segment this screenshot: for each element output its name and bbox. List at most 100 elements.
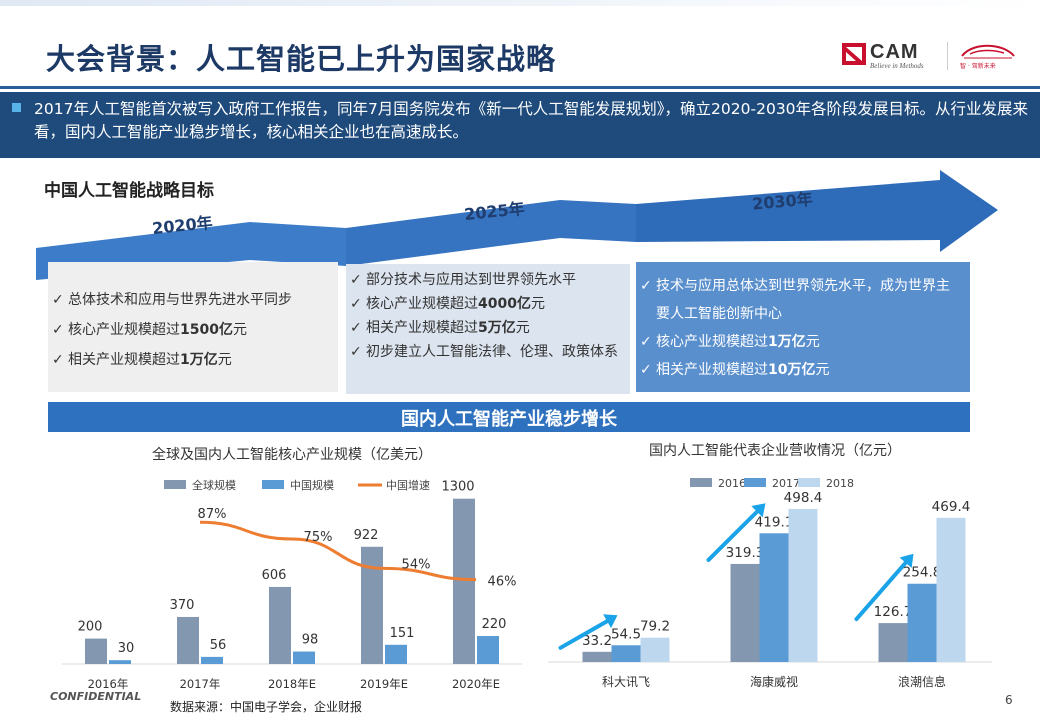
bar-global: [453, 498, 475, 664]
bar-china: [201, 656, 223, 664]
arrow-segment-2025: [346, 200, 636, 266]
data-label: 54.5: [611, 626, 641, 642]
legend-growth-label: 中国增速: [386, 478, 430, 492]
logo-divider: [947, 42, 948, 70]
trend-arrow-shaft: [706, 509, 759, 562]
data-label: 370: [170, 598, 195, 613]
data-label: 30: [118, 641, 135, 656]
goal-item: ✓ 初步建立人工智能法律、伦理、政策体系: [346, 340, 630, 364]
growth-banner-text: 国内人工智能产业稳步增长: [401, 409, 617, 430]
cam-logo-mark-icon: [842, 43, 866, 65]
data-label: 606: [262, 568, 287, 583]
trend-arrow-shaft: [558, 619, 610, 650]
confidential-mark: CONFIDENTIAL: [50, 690, 142, 703]
x-tick-label: 2019年E: [360, 677, 408, 691]
bar-2017: [907, 583, 937, 662]
bar-china: [109, 660, 131, 664]
goal-item: ✓ 相关产业规模超过5万亿元: [346, 316, 630, 340]
bar-china: [385, 644, 407, 664]
page-number: 6: [1005, 693, 1013, 707]
goal-item: ✓ 技术与应用总体达到世界领先水平，成为世界主要人工智能创新中心: [636, 272, 970, 328]
industry-scale-chart: 全球及国内人工智能核心产业规模（亿美元） 全球规模 中国规模 中国增速 200 30 20…: [52, 440, 532, 700]
goal-item: ✓ 核心产业规模超过1500亿元: [48, 318, 338, 342]
legend-2017-label: 2017: [772, 477, 800, 490]
goal-item: ✓ 相关产业规模超过1万亿元: [48, 348, 338, 372]
data-label: 33.2: [582, 633, 612, 649]
x-tick-label: 2018年E: [268, 677, 316, 691]
trend-arrow-icon: [603, 614, 618, 629]
legend-2017-swatch: [744, 478, 766, 487]
car-logo: 智 · 驾新未来: [958, 42, 1018, 72]
goal-item: ✓ 核心产业规模超过4000亿元: [346, 292, 630, 316]
growth-banner: 国内人工智能产业稳步增长: [48, 402, 970, 432]
bar-2016: [582, 651, 612, 662]
x-tick-label: 浪潮信息: [898, 674, 946, 689]
data-source: 数据来源：中国电子学会，企业财报: [170, 700, 363, 714]
bar-global: [177, 616, 199, 664]
bar-2016: [878, 623, 908, 662]
check-icon: ✓: [350, 296, 362, 312]
growth-line: [199, 520, 477, 582]
check-icon: ✓: [52, 292, 64, 308]
goal-item: ✓ 总体技术和应用与世界先进水平同步: [48, 288, 338, 312]
data-label: 151: [390, 626, 415, 641]
check-icon: ✓: [350, 272, 362, 288]
arrow-segment-2030: [636, 170, 998, 252]
chart-title: 全球及国内人工智能核心产业规模（亿美元）: [152, 447, 432, 463]
goal-item: ✓ 部分技术与应用达到世界领先水平: [346, 268, 630, 292]
goal-box-2020: ✓ 总体技术和应用与世界先进水平同步 ✓ 核心产业规模超过1500亿元 ✓ 相关产业规…: [48, 262, 338, 392]
bar-2018: [788, 508, 818, 662]
growth-label: 46%: [488, 575, 517, 590]
intro-text: 2017年人工智能首次被写入政府工作报告，同年7月国务院发布《新一代人工智能发展…: [34, 100, 1029, 141]
data-label: 254.8: [903, 565, 942, 581]
legend-china-swatch: [262, 480, 284, 489]
data-label: 200: [78, 620, 103, 635]
x-tick-label: 2017年: [180, 677, 221, 691]
legend-global-swatch: [164, 480, 186, 489]
bar-global: [361, 546, 383, 664]
bar-2018: [640, 637, 670, 662]
top-accent: [0, 0, 1040, 6]
legend-2018-swatch: [798, 478, 820, 487]
check-icon: ✓: [350, 344, 362, 360]
bar-global: [269, 586, 291, 664]
data-label: 98: [302, 633, 319, 648]
legend-2016-swatch: [690, 478, 712, 487]
legend-2016-label: 2016: [718, 477, 746, 490]
data-label: 922: [354, 528, 379, 543]
car-logo-icon: [961, 44, 1015, 59]
car-logo-text: 智 · 驾新未来: [960, 63, 996, 70]
legend-china-label: 中国规模: [290, 478, 334, 492]
growth-label: 87%: [198, 507, 227, 522]
trend-arrow-icon: [899, 553, 914, 569]
legend-2018-label: 2018: [826, 477, 854, 490]
data-label: 79.2: [640, 619, 670, 635]
x-tick-label: 2016年: [88, 677, 129, 691]
data-label: 498.4: [784, 490, 823, 506]
data-label: 319.3: [726, 545, 765, 561]
legend-global-label: 全球规模: [192, 478, 236, 492]
check-icon: ✓: [52, 322, 64, 338]
bar-2018: [936, 517, 966, 662]
data-label: 469.4: [932, 499, 971, 515]
data-label: 126.7: [874, 604, 913, 620]
check-icon: ✓: [640, 362, 652, 378]
check-icon: ✓: [350, 320, 362, 336]
company-revenue-plot: 2016 2017 2018 33.254.579.2 科大讯飞 319.3 419.1 49…: [548, 477, 992, 689]
x-tick-label: 海康威视: [750, 674, 798, 689]
data-label: 419.1: [755, 514, 794, 530]
cam-logo-tagline: Believe in Methods: [870, 62, 924, 70]
strategy-title: 中国人工智能战略目标: [44, 181, 214, 201]
title-rule: [0, 86, 1040, 89]
trend-arrow-icon: [751, 503, 766, 518]
intro-band: 2017年人工智能首次被写入政府工作报告，同年7月国务院发布《新一代人工智能发展…: [0, 92, 1040, 158]
goal-item: ✓ 核心产业规模超过1万亿元: [636, 328, 970, 356]
goal-box-2025: ✓ 部分技术与应用达到世界领先水平 ✓ 核心产业规模超过4000亿元 ✓ 相关产业规模…: [346, 264, 630, 394]
bar-2017: [759, 533, 789, 662]
bar-2017: [611, 645, 641, 662]
growth-label: 54%: [402, 557, 431, 572]
check-icon: ✓: [640, 278, 652, 294]
trend-arrow-shaft: [854, 560, 908, 622]
x-tick-label: 科大讯飞: [602, 675, 650, 689]
